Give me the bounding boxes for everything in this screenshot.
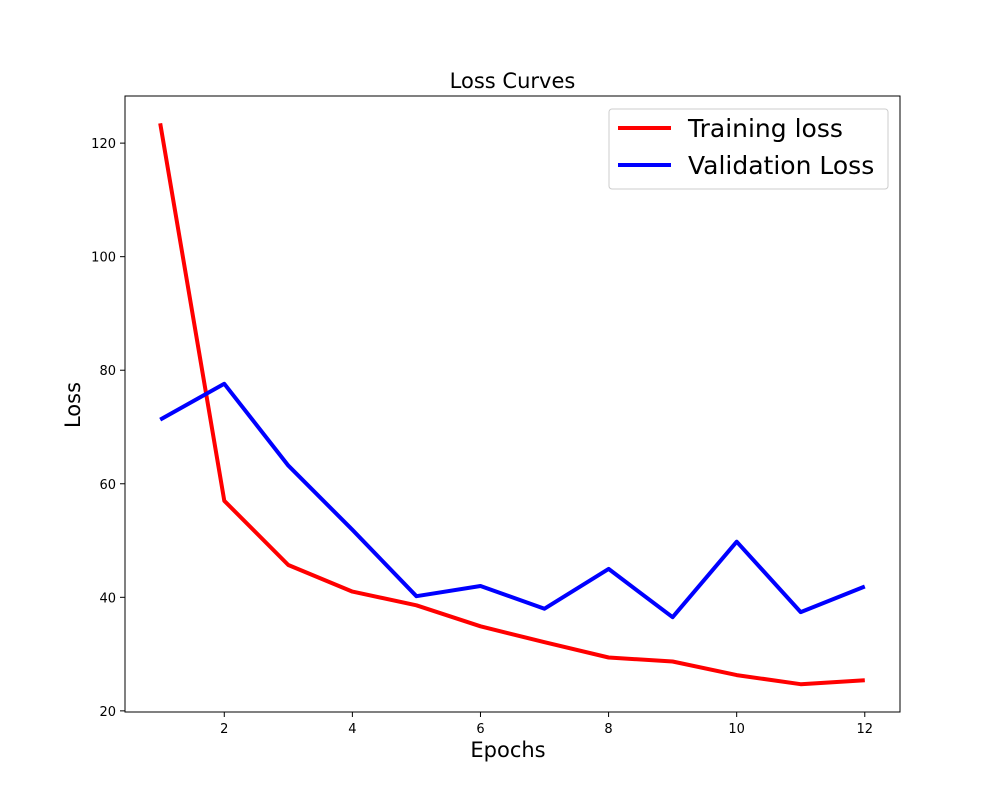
y-axis-ticks: 20 40 60 80 100 120: [91, 137, 125, 720]
y-tick-label: 80: [99, 364, 116, 379]
y-tick-label: 120: [91, 137, 116, 152]
series-line-validation: [159, 381, 866, 620]
legend-label-validation: Validation Loss: [688, 151, 874, 180]
x-axis-label: Epochs: [470, 738, 545, 762]
x-axis-ticks: 2 4 6 8 10 12: [220, 712, 873, 737]
x-tick-label: 8: [604, 722, 612, 737]
y-tick-label: 60: [99, 478, 116, 493]
legend-box: [608, 108, 889, 190]
x-tick-label: 10: [728, 722, 745, 737]
y-tick-label: 40: [99, 591, 116, 606]
x-tick-label: 4: [348, 722, 356, 737]
legend-label-training: Training loss: [687, 114, 843, 143]
x-tick-label: 12: [856, 722, 873, 737]
y-tick-label: 20: [99, 705, 116, 720]
series-layer: [158, 122, 866, 687]
x-tick-label: 6: [476, 722, 484, 737]
chart-title: Loss Curves: [450, 69, 576, 93]
plot-frame: [124, 95, 901, 713]
y-axis-label: Loss: [61, 382, 85, 428]
legend: Training loss Validation Loss: [608, 108, 889, 190]
series-line-training: [158, 122, 865, 687]
x-tick-label: 2: [220, 722, 228, 737]
y-tick-label: 100: [91, 251, 116, 266]
